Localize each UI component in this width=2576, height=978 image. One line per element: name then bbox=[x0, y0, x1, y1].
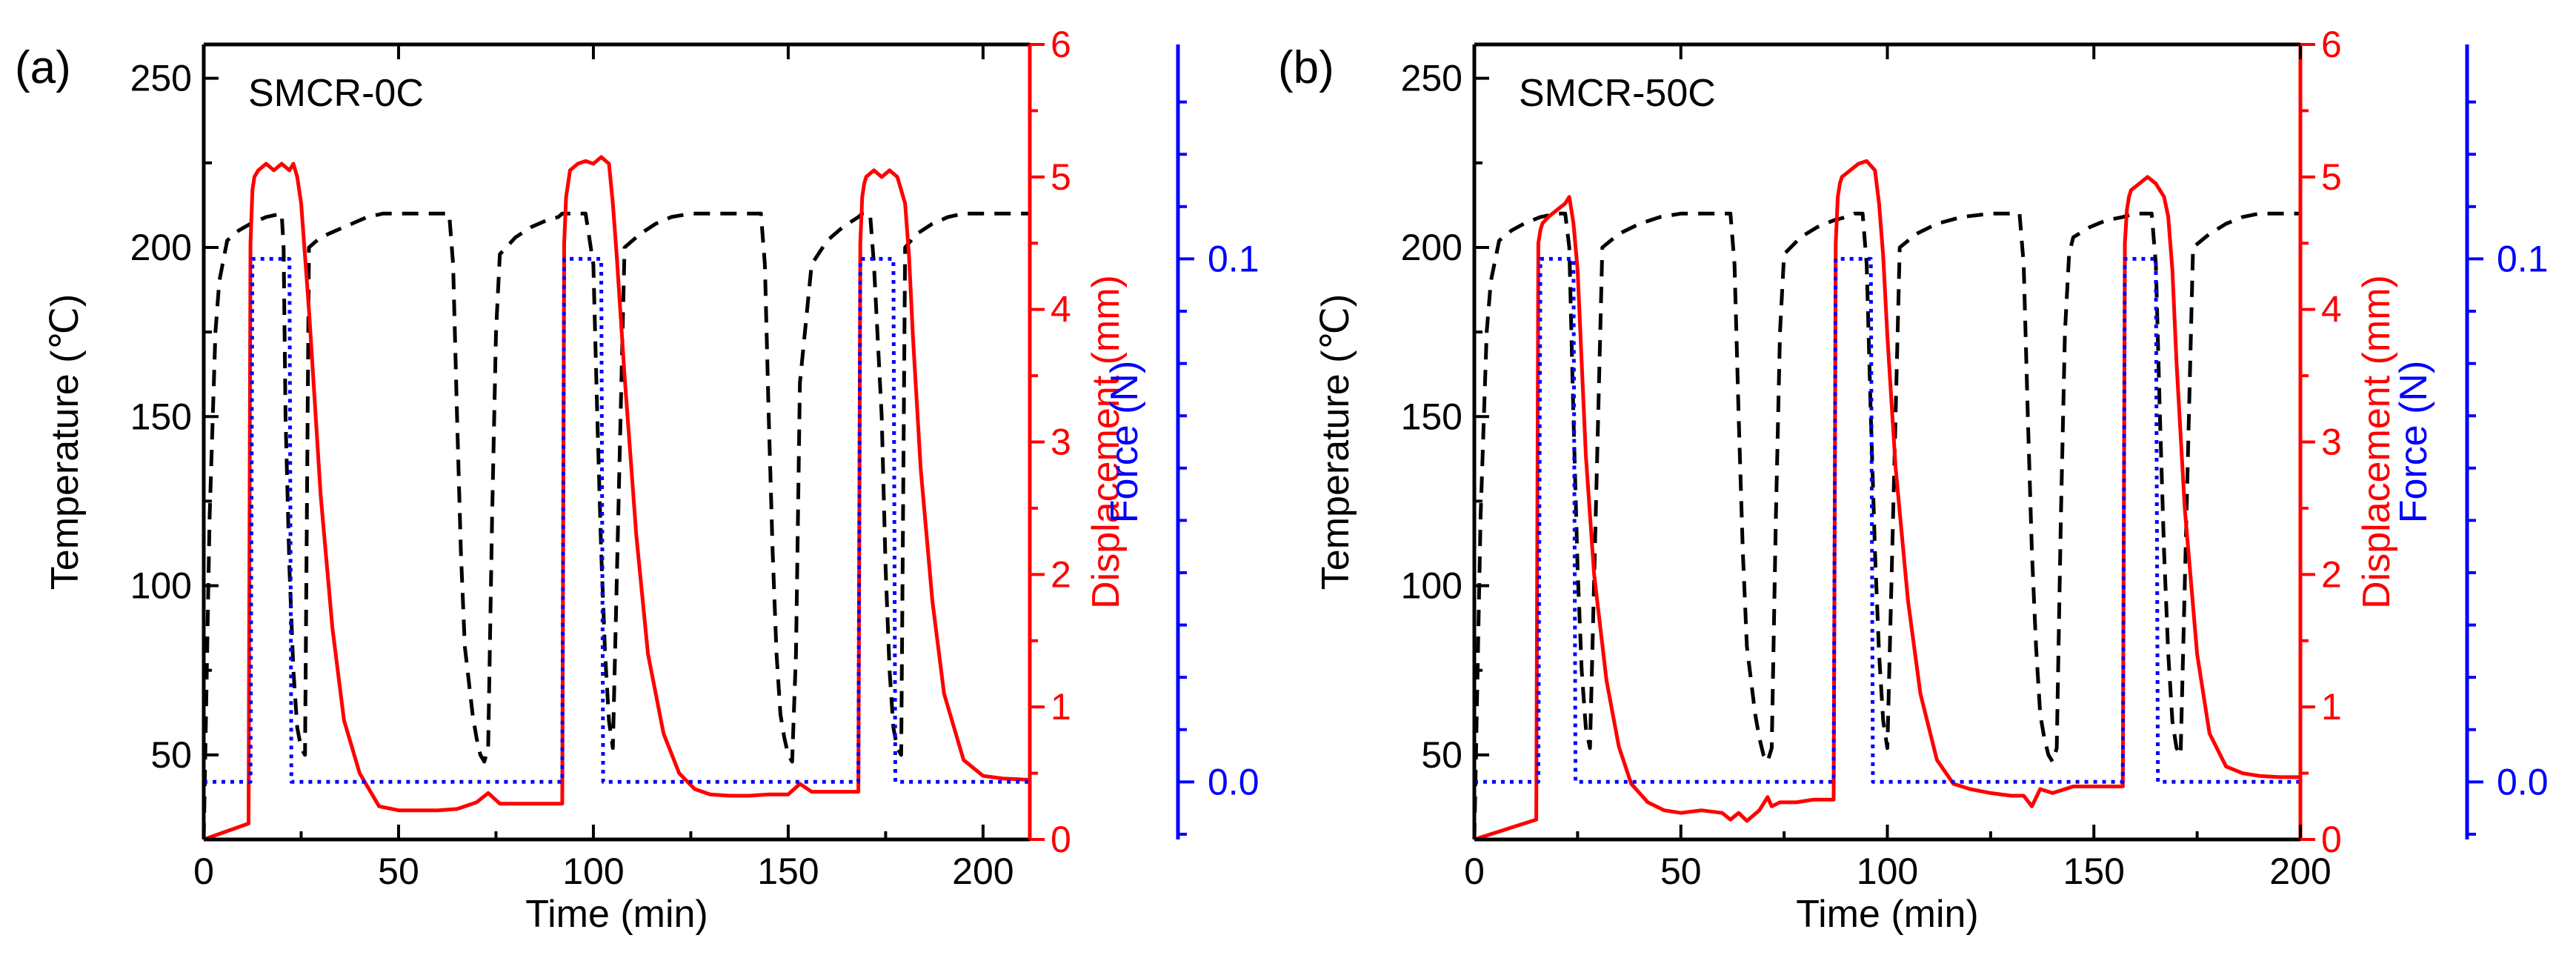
x-axis-title: Time (min) bbox=[1796, 893, 1979, 936]
series-group bbox=[202, 155, 1031, 842]
series-displacement-line bbox=[203, 155, 1031, 842]
x-tick-label: 100 bbox=[1857, 851, 1918, 892]
x-tick-label: 50 bbox=[1660, 851, 1702, 892]
y-force-axis-title: Force (N) bbox=[2392, 361, 2435, 524]
y-right-tick-label: 3 bbox=[2321, 422, 2342, 463]
y-right-axis-title: Displacement (mm) bbox=[1085, 275, 1128, 609]
y-right-tick-label: 1 bbox=[1051, 686, 1071, 728]
y-right-tick-label: 3 bbox=[1051, 422, 1071, 463]
x-tick-label: 150 bbox=[2063, 851, 2125, 892]
series-force-line bbox=[1474, 256, 2300, 784]
x-tick-label: 100 bbox=[562, 851, 624, 892]
series-group bbox=[1472, 159, 2300, 842]
y-left-tick-label: 50 bbox=[1421, 734, 1462, 776]
panel-label: (b) bbox=[1278, 42, 1334, 93]
y-left-tick-label: 250 bbox=[1401, 58, 1462, 99]
panel-title: SMCR-50C bbox=[1519, 72, 1716, 115]
panel-a: 0 50 100 150 200 50 100 150 200 250 0 1 2 3 4 5 6 0.0 0.1 T… bbox=[15, 24, 1259, 936]
series-force-line bbox=[204, 256, 1030, 784]
y-force-tick-label: 0.1 bbox=[2497, 238, 2549, 279]
panel-b: 0 50 100 150 200 50 100 150 200 250 0 1 2 3 4 5 6 0.0 0.1 T… bbox=[1278, 24, 2549, 936]
y-left-tick-label: 50 bbox=[150, 734, 192, 776]
y-right-tick-label: 2 bbox=[2321, 553, 2342, 595]
y-right-tick-label: 0 bbox=[1051, 819, 1071, 860]
series-displacement-line bbox=[1474, 159, 2300, 842]
x-tick-label: 150 bbox=[757, 851, 819, 892]
x-tick-label: 200 bbox=[2269, 851, 2331, 892]
y-left-tick-label: 100 bbox=[1401, 565, 1462, 607]
y-force-tick-label: 0.1 bbox=[1208, 238, 1259, 279]
series-temperature-line bbox=[202, 211, 1030, 840]
y-right-tick-label: 6 bbox=[1051, 24, 1071, 65]
y-force-axis-title: Force (N) bbox=[1103, 361, 1146, 524]
y-right-tick-label: 5 bbox=[1051, 156, 1071, 198]
series-temperature-line bbox=[1472, 211, 2300, 840]
y-right-tick-label: 6 bbox=[2321, 24, 2342, 65]
y-left-axis-title: Temperature (℃) bbox=[1314, 294, 1357, 590]
y-left-tick-label: 100 bbox=[130, 565, 192, 607]
panel-label: (a) bbox=[15, 42, 71, 93]
x-tick-label: 200 bbox=[952, 851, 1014, 892]
y-right-tick-label: 0 bbox=[2321, 819, 2342, 860]
y-left-tick-label: 200 bbox=[130, 227, 192, 268]
y-left-axis-title: Temperature (℃) bbox=[44, 294, 87, 590]
y-left-tick-label: 150 bbox=[1401, 396, 1462, 437]
x-axis-title: Time (min) bbox=[525, 893, 708, 936]
y-right-tick-label: 5 bbox=[2321, 156, 2342, 198]
y-force-tick-label: 0.0 bbox=[1208, 761, 1259, 802]
y-left-tick-label: 200 bbox=[1401, 227, 1462, 268]
y-right-tick-label: 1 bbox=[2321, 686, 2342, 728]
y-right-axis-title: Displacement (mm) bbox=[2355, 275, 2398, 609]
y-right-tick-label: 4 bbox=[2321, 289, 2342, 330]
y-force-tick-label: 0.0 bbox=[2497, 761, 2549, 802]
panel-title: SMCR-0C bbox=[248, 72, 424, 115]
x-tick-label: 0 bbox=[1464, 851, 1485, 892]
y-left-tick-label: 250 bbox=[130, 58, 192, 99]
x-tick-label: 50 bbox=[378, 851, 419, 892]
y-right-tick-label: 4 bbox=[1051, 289, 1071, 330]
y-left-tick-label: 150 bbox=[130, 396, 192, 437]
y-right-tick-label: 2 bbox=[1051, 553, 1071, 595]
x-tick-label: 0 bbox=[193, 851, 214, 892]
